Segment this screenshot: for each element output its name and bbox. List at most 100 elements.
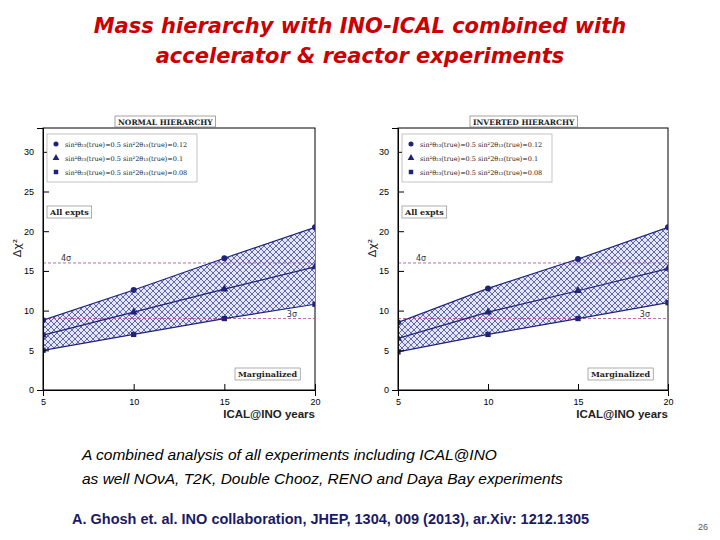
legend: sin²θ₂₃(true)=0.5 sin²2θ₁₃(true)=0.12 sin…	[47, 134, 197, 182]
marker	[312, 224, 315, 230]
band	[398, 227, 668, 352]
plot-frame	[398, 128, 668, 390]
tick-mark	[578, 384, 579, 390]
marker	[131, 332, 136, 337]
annotation: All expts	[49, 207, 89, 217]
tick-label: 15	[220, 397, 230, 407]
plot-area	[43, 224, 315, 353]
tick: 15	[573, 384, 583, 407]
marker	[575, 316, 580, 321]
tick: 25	[379, 187, 404, 197]
tick-label: 20	[310, 397, 320, 407]
tick-mark	[224, 384, 225, 390]
annotation: Marginalized	[591, 369, 651, 379]
citation: A. Ghosh et. al. INO collaboration, JHEP…	[72, 511, 589, 527]
tick-label: 25	[24, 187, 34, 197]
x-axis-label: ICAL@INO years	[223, 408, 315, 420]
title-box	[470, 116, 577, 127]
legend-label: sin²θ₂₃(true)=0.5 sin²2θ₁₃(true)=0.08	[65, 169, 187, 177]
legend-label: sin²θ₂₃(true)=0.5 sin²2θ₁₃(true)=0.12	[65, 141, 187, 149]
tick-label: 0	[384, 385, 389, 395]
tick-label: 15	[24, 266, 34, 276]
annotation-box	[402, 206, 447, 218]
page-number: 26	[698, 522, 708, 532]
marker	[131, 287, 137, 293]
legend: sin²θ₂₃(true)=0.5 sin²2θ₁₃(true)=0.12 sin…	[402, 134, 552, 182]
tick-label: 5	[41, 397, 46, 407]
marker	[485, 332, 490, 337]
tick: 5	[41, 384, 46, 407]
legend-box	[402, 134, 552, 182]
legend-label: sin²θ₂₃(true)=0.5 sin²2θ₁₃(true)=0.1	[420, 155, 538, 163]
tick-mark	[668, 384, 669, 390]
tick-mark	[398, 192, 404, 193]
marker	[221, 255, 227, 261]
reference-line	[43, 318, 315, 319]
annotation: Marginalized	[238, 369, 298, 379]
tick-mark	[398, 311, 404, 312]
tick-label: 20	[24, 227, 34, 237]
annotation: All expts	[404, 207, 444, 217]
legend-marker	[53, 141, 58, 146]
legend-box	[47, 134, 197, 182]
y-axis: 051015202530	[24, 129, 49, 396]
tick-mark	[398, 271, 404, 272]
reference-label: 3σ	[640, 310, 650, 319]
tick-label: 5	[396, 397, 401, 407]
tick: 5	[384, 346, 404, 356]
y-axis-label: Δχ²	[11, 239, 24, 257]
marker	[665, 300, 668, 305]
legend-label: sin²θ₂₃(true)=0.5 sin²2θ₁₃(true)=0.12	[420, 141, 542, 149]
annotation-box	[588, 368, 653, 380]
marker	[222, 316, 227, 321]
band	[43, 227, 315, 350]
x-axis: 5101520	[396, 384, 674, 407]
chart: 0510152025305101520ICAL@INO yearsΔχ²NORM…	[11, 116, 321, 420]
slide-title: accelerator & reactor experiments	[156, 44, 565, 68]
chart-title: INVERTED HIERARCHY	[473, 118, 575, 127]
tick-mark	[315, 384, 316, 390]
tick: 20	[379, 227, 404, 237]
tick: 10	[483, 384, 493, 407]
reference-label: 4σ	[61, 254, 71, 263]
y-axis: 051015202530	[379, 129, 404, 396]
axis-line	[37, 129, 44, 391]
tick: 5	[29, 346, 49, 356]
tick-label: 15	[573, 397, 583, 407]
marker	[484, 308, 492, 315]
tick: 20	[24, 227, 49, 237]
reference-line	[398, 318, 668, 319]
tick-label: 30	[379, 147, 389, 157]
tick: 10	[379, 306, 404, 316]
y-axis-label: Δχ²	[366, 239, 379, 257]
tick-mark	[43, 311, 49, 312]
legend-marker	[409, 170, 413, 174]
caption: as well NOνA, T2K, Double Chooz, RENO an…	[82, 470, 563, 487]
reference-label: 4σ	[416, 254, 426, 263]
marker	[220, 285, 228, 292]
series-line	[398, 303, 668, 352]
tick-mark	[43, 192, 49, 193]
tick-label: 10	[24, 306, 34, 316]
marker	[664, 264, 668, 271]
axis-line	[392, 129, 399, 391]
tick-mark	[43, 271, 49, 272]
tick-label: 10	[129, 397, 139, 407]
title-box	[115, 116, 216, 127]
reference-line	[43, 262, 315, 263]
tick-label: 25	[379, 187, 389, 197]
tick-label: 5	[384, 346, 389, 356]
series-line	[43, 304, 315, 350]
tick: 5	[396, 384, 401, 407]
tick-mark	[398, 384, 399, 390]
tick: 25	[24, 187, 49, 197]
tick: 15	[24, 266, 49, 276]
marker	[575, 256, 581, 262]
legend-label: sin²θ₂₃(true)=0.5 sin²2θ₁₃(true)=0.1	[65, 155, 183, 163]
series-line	[398, 227, 668, 322]
marker	[485, 285, 491, 291]
tick: 15	[220, 384, 230, 407]
annotation-box	[47, 206, 92, 218]
slide: Mass hierarchy with INO-ICAL combined wi…	[0, 0, 720, 540]
tick-label: 20	[379, 227, 389, 237]
